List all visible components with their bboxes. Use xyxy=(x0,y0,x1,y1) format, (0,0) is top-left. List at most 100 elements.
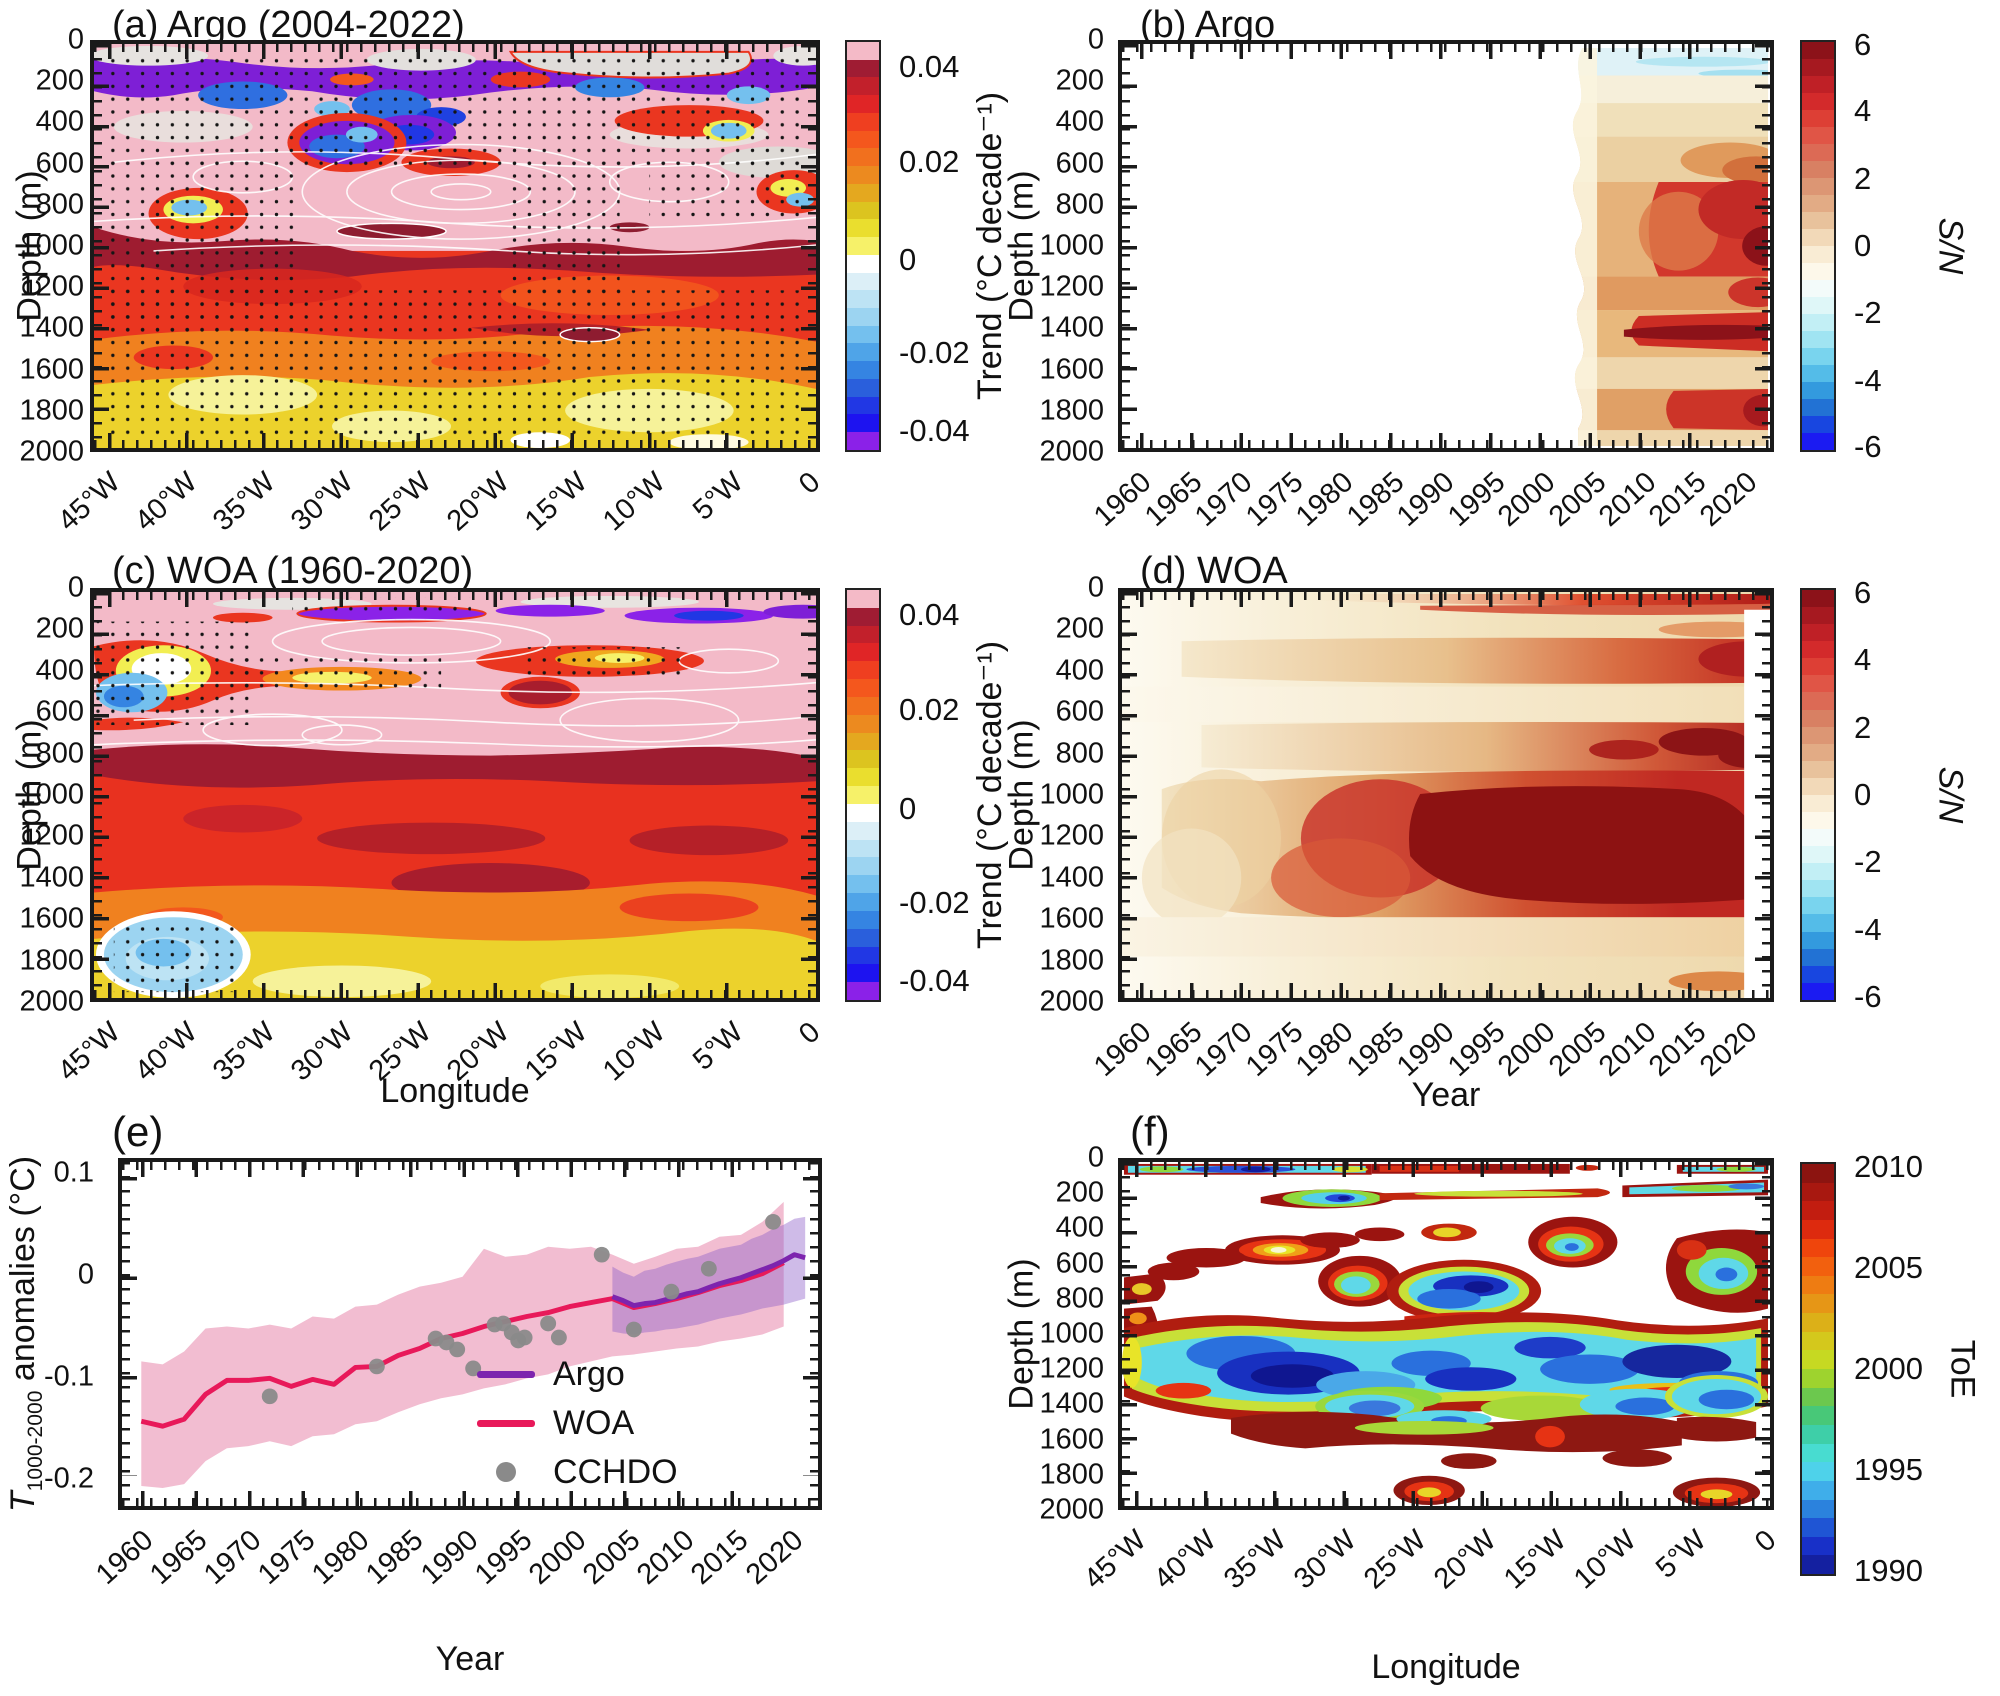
panel-d-colorbar-title: S/N xyxy=(1931,766,1970,824)
y-tick-label: 200 xyxy=(35,612,84,645)
colorbar-tick-label: -4 xyxy=(1854,912,1882,948)
colorbar-segment xyxy=(1802,607,1834,625)
panel-b-ytick-labels: 0 200 400 600 800 1000 1200 1400 1600 1800 2000 xyxy=(1030,24,1110,468)
x-tick-label: 20°W xyxy=(1428,1524,1503,1596)
colorbar-segment xyxy=(1802,144,1834,161)
y-tick-label: 0 xyxy=(67,571,84,604)
panel-d-heatmap-field xyxy=(1122,592,1770,998)
colorbar-segment xyxy=(1802,1480,1834,1500)
colorbar-segment xyxy=(847,643,879,662)
panel-a-colorbar xyxy=(845,40,881,452)
colorbar-segment xyxy=(847,166,879,184)
colorbar-segment xyxy=(847,183,879,202)
colorbar-segment xyxy=(1802,658,1834,676)
x-tick-label: 40°W xyxy=(1148,1524,1223,1596)
colorbar-segment xyxy=(1802,897,1834,915)
colorbar-tick-label: 2005 xyxy=(1854,1249,1923,1285)
colorbar-tick-label: 2 xyxy=(1854,709,1872,745)
colorbar-segment xyxy=(1802,760,1834,778)
y-tick-label: -0.2 xyxy=(44,1462,94,1495)
colorbar-segment xyxy=(847,414,879,433)
colorbar-segment xyxy=(1802,1518,1834,1537)
colorbar-segment xyxy=(1802,846,1834,864)
colorbar-segment xyxy=(1802,1369,1834,1388)
colorbar-segment xyxy=(1802,1331,1834,1351)
x-tick-label: 10°W xyxy=(596,466,672,538)
colorbar-segment xyxy=(1802,812,1834,830)
y-tick-label: 2000 xyxy=(1039,1493,1104,1526)
panel-d-xlabel: Year xyxy=(1411,1076,1481,1114)
panel-a-xtick-labels: 45°W 40°W 35°W 30°W 25°W 20°W 15°W 10°W 5°W 0 xyxy=(52,458,827,538)
colorbar-segment xyxy=(847,786,879,804)
colorbar-segment xyxy=(1802,110,1834,127)
colorbar-segment xyxy=(1802,93,1834,110)
y-tick-label: 200 xyxy=(35,64,84,97)
x-tick-label: 30°W xyxy=(285,1016,360,1088)
y-tick-label: 0 xyxy=(67,23,84,56)
colorbar-segment xyxy=(1802,280,1834,297)
colorbar-segment xyxy=(847,625,879,644)
y-tick-label: 2000 xyxy=(1039,985,1104,1018)
x-tick-label: 15°W xyxy=(1498,1524,1573,1596)
x-tick-label: 5°W xyxy=(686,1016,749,1077)
y-tick-label: 1600 xyxy=(1039,1423,1104,1456)
panel-c-title: (c) WOA (1960-2020) xyxy=(112,550,474,592)
colorbar-segment xyxy=(1802,1462,1834,1481)
panel-c-contour-field xyxy=(94,592,816,998)
y-tick-label: 800 xyxy=(1055,188,1104,221)
colorbar-segment xyxy=(847,750,879,769)
x-tick-label: 5°W xyxy=(686,466,749,527)
colorbar-segment xyxy=(847,714,879,733)
colorbar-segment xyxy=(1802,1536,1834,1556)
y-tick-label: 1600 xyxy=(19,902,84,935)
colorbar-segment xyxy=(1802,263,1834,280)
colorbar-segment xyxy=(847,590,879,608)
y-tick-label: 1800 xyxy=(19,394,84,427)
legend-line-marker xyxy=(476,1419,535,1427)
panel-c-colorbar-labels: 0.04 0.02 0 -0.02 -0.04 xyxy=(887,588,1017,1002)
colorbar-segment xyxy=(847,964,879,983)
panel-b-xtick-labels: 1960 1965 1970 1975 1980 1985 1990 1995 2000 2005… xyxy=(1088,458,1774,538)
x-tick-label: 35°W xyxy=(207,466,282,538)
x-tick-label: 15°W xyxy=(518,466,594,538)
y-tick-label: 600 xyxy=(1055,147,1104,180)
panel-b-colorbar-title: S/N xyxy=(1931,217,1970,275)
x-tick-label: 20°W xyxy=(441,1016,516,1088)
y-tick-label: 0 xyxy=(77,1258,94,1291)
colorbar-segment xyxy=(847,95,879,113)
panel-b-colorbar xyxy=(1800,40,1836,452)
y-tick-label: 1600 xyxy=(19,353,84,386)
colorbar-segment xyxy=(1802,331,1834,348)
colorbar-segment xyxy=(1802,1201,1834,1220)
colorbar-segment xyxy=(847,696,879,715)
colorbar-segment xyxy=(1802,1555,1834,1575)
panel-a-plot xyxy=(90,40,820,452)
colorbar-segment xyxy=(847,910,879,929)
y-tick-label: 1000 xyxy=(19,778,84,811)
colorbar-segment xyxy=(847,768,879,787)
y-tick-label: 1000 xyxy=(1039,229,1104,262)
colorbar-segment xyxy=(1802,1443,1834,1463)
colorbar-segment xyxy=(847,77,879,96)
panel-c-xlabel: Longitude xyxy=(380,1072,530,1110)
x-tick-label: 40°W xyxy=(129,1016,204,1088)
colorbar-segment xyxy=(1802,348,1834,365)
colorbar-segment xyxy=(847,946,879,965)
colorbar-segment xyxy=(847,290,879,309)
colorbar-segment xyxy=(847,112,879,131)
colorbar-tick-label: 6 xyxy=(1854,26,1872,62)
colorbar-tick-label: 0.02 xyxy=(899,143,960,179)
y-tick-label: 2000 xyxy=(19,435,84,468)
x-tick-label: 15°W xyxy=(518,1016,594,1088)
colorbar-segment xyxy=(1802,1257,1834,1276)
colorbar-tick-label: -2 xyxy=(1854,295,1882,331)
y-tick-label: 600 xyxy=(35,147,84,180)
y-tick-label: 1200 xyxy=(1039,819,1104,852)
legend-item-woa: WOA xyxy=(476,1404,678,1443)
y-tick-label: 1200 xyxy=(1039,270,1104,303)
y-tick-label: 1400 xyxy=(1039,861,1104,894)
colorbar-segment xyxy=(847,857,879,876)
colorbar-segment xyxy=(847,396,879,415)
x-tick-label: 25°W xyxy=(363,466,438,538)
y-tick-label: 800 xyxy=(35,188,84,221)
